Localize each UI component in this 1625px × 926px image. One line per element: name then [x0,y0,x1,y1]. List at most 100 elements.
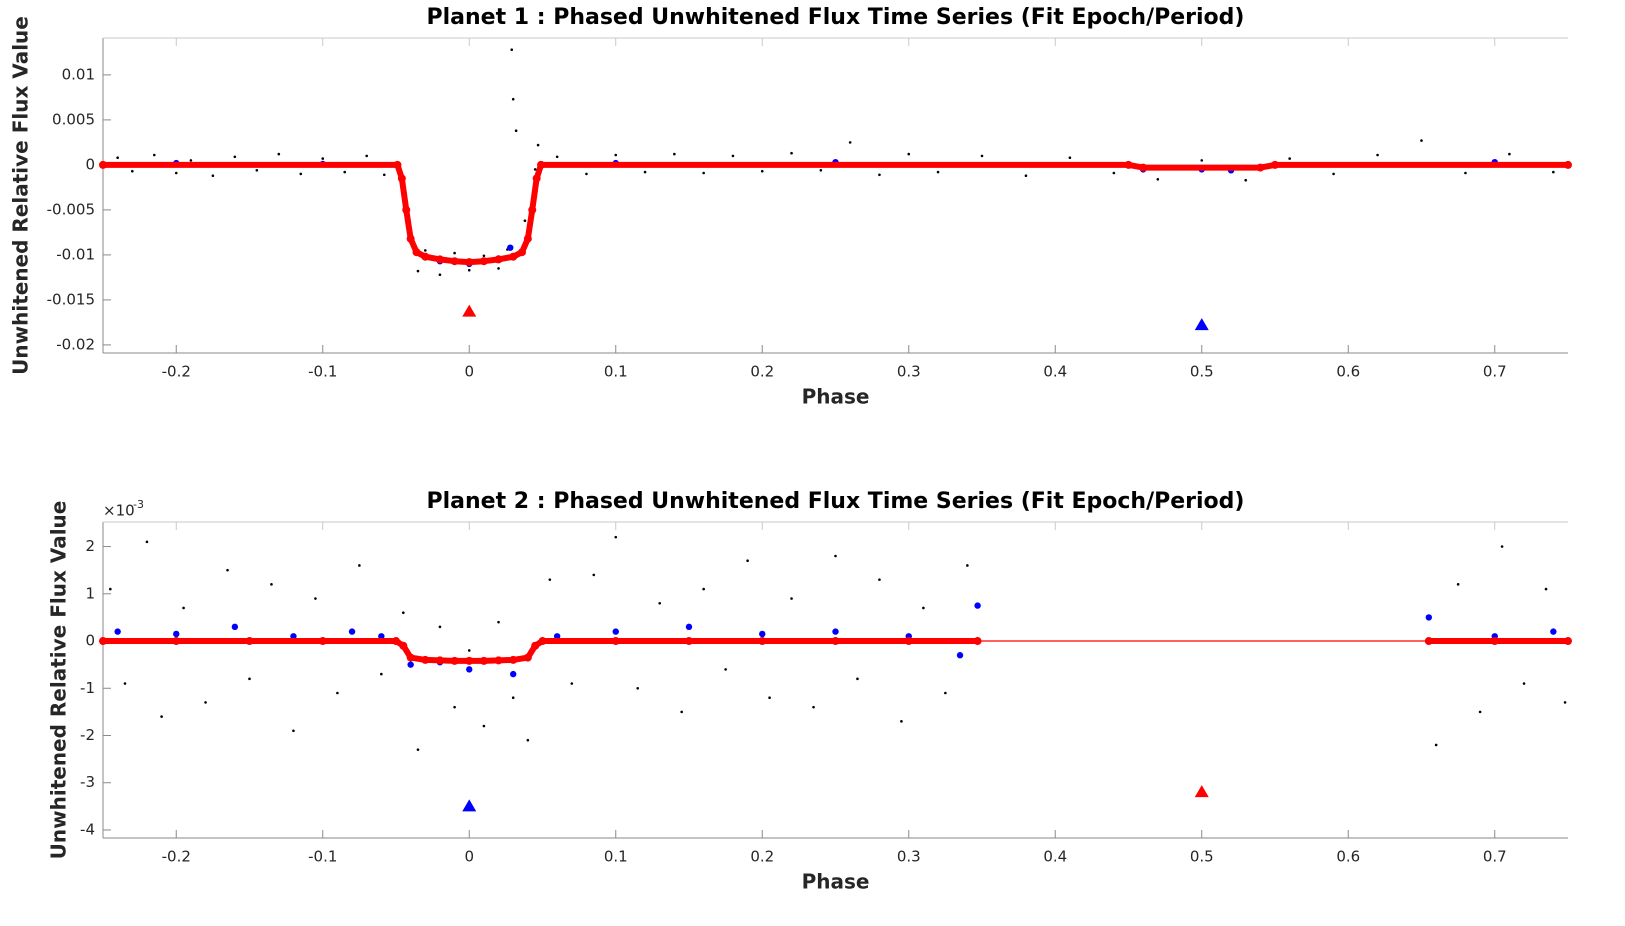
data-point [314,597,317,600]
model-point [99,637,107,646]
model-point [528,205,537,214]
model-point [509,655,518,664]
model-point [421,655,430,664]
data-point [438,625,442,629]
binned-point [348,628,356,635]
data-point [614,535,618,539]
x-tick-label: 0.3 [897,848,921,866]
binned-point [407,661,414,668]
data-point [482,254,486,258]
data-point [277,152,281,156]
y-tick-label: -0.005 [47,200,95,218]
data-point [658,601,661,605]
data-point [292,729,295,733]
model-point [517,248,526,257]
y-tick-label: 0.005 [52,110,95,128]
y-tick-label: 0 [85,632,95,650]
model-point [393,160,402,169]
x-tick-label: 0.1 [604,363,628,381]
data-point [878,173,881,177]
x-tick-label: 0.3 [897,363,921,381]
binned-point [759,630,766,638]
data-point [1244,178,1247,182]
data-point [211,174,215,177]
model-point [538,637,547,646]
plot: Planet 1 : Phased Unwhitened Flux Time S… [9,5,1572,409]
data-point [204,701,207,704]
binned-point [1550,628,1557,635]
x-tick-label: -0.2 [162,363,191,381]
binned-point [974,602,981,609]
model-point [509,252,518,261]
binned-point [1425,614,1433,621]
data-point [936,170,940,174]
binned-point [173,630,180,638]
binned-point [231,623,239,631]
model-point [1424,637,1433,646]
data-point [548,578,552,581]
model-point [397,174,406,183]
model-point [531,641,540,650]
data-point [592,573,596,577]
data-point [878,578,881,581]
model-point [479,656,488,665]
model-point [494,255,503,264]
x-tick-label: 0.7 [1483,363,1507,381]
y-tick-label: -0.02 [56,335,95,353]
data-point [768,696,771,700]
y-axis-label: Unwhitened Relative Flux Value [47,501,71,860]
model-point [1139,163,1148,172]
binned-point [685,623,693,631]
data-point [614,153,618,157]
binned-point [612,628,619,635]
plot: Planet 2 : Phased Unwhitened Flux Time S… [47,489,1572,894]
model-point [973,637,982,646]
data-point [248,677,251,681]
data-point [746,559,749,563]
model-point [523,653,532,662]
binned-point [553,633,561,640]
x-tick-label: 0.4 [1043,363,1067,381]
model-point [402,205,411,214]
x-tick-label: 0.2 [750,848,774,866]
data-point [1068,156,1072,159]
data-point [145,540,149,544]
data-point [514,129,518,132]
data-point [724,668,727,671]
chart-title: Planet 2 : Phased Unwhitened Flux Time S… [427,489,1245,514]
binned-point [378,633,385,640]
data-point [321,157,325,160]
data-point [438,273,442,277]
data-point [416,269,420,273]
data-point [643,170,647,174]
data-point [299,172,303,176]
model-point [1256,163,1265,172]
model-point [318,637,327,646]
data-point [812,705,815,709]
model-point [1124,160,1133,169]
data-point [1478,710,1482,714]
data-point [1434,743,1438,747]
x-tick-label: -0.2 [162,848,191,866]
model-point [1271,160,1279,169]
chart-title: Planet 1 : Phased Unwhitened Flux Time S… [427,5,1245,30]
data-point [467,268,471,272]
data-point [585,172,588,176]
model-point [421,252,430,261]
data-point [1552,170,1555,174]
model-point [245,637,254,646]
data-point [966,564,969,567]
binned-point [832,628,839,635]
triangle-marker [462,304,477,317]
data-point [123,682,127,685]
data-point [270,583,273,586]
data-point [189,159,193,162]
data-point [343,170,347,174]
x-tick-label: 0.4 [1043,848,1067,866]
model-point [1490,637,1499,646]
data-point [922,606,925,610]
data-point [523,219,527,222]
model-point [831,637,840,646]
y-exponent-base: ×10 [103,502,135,520]
